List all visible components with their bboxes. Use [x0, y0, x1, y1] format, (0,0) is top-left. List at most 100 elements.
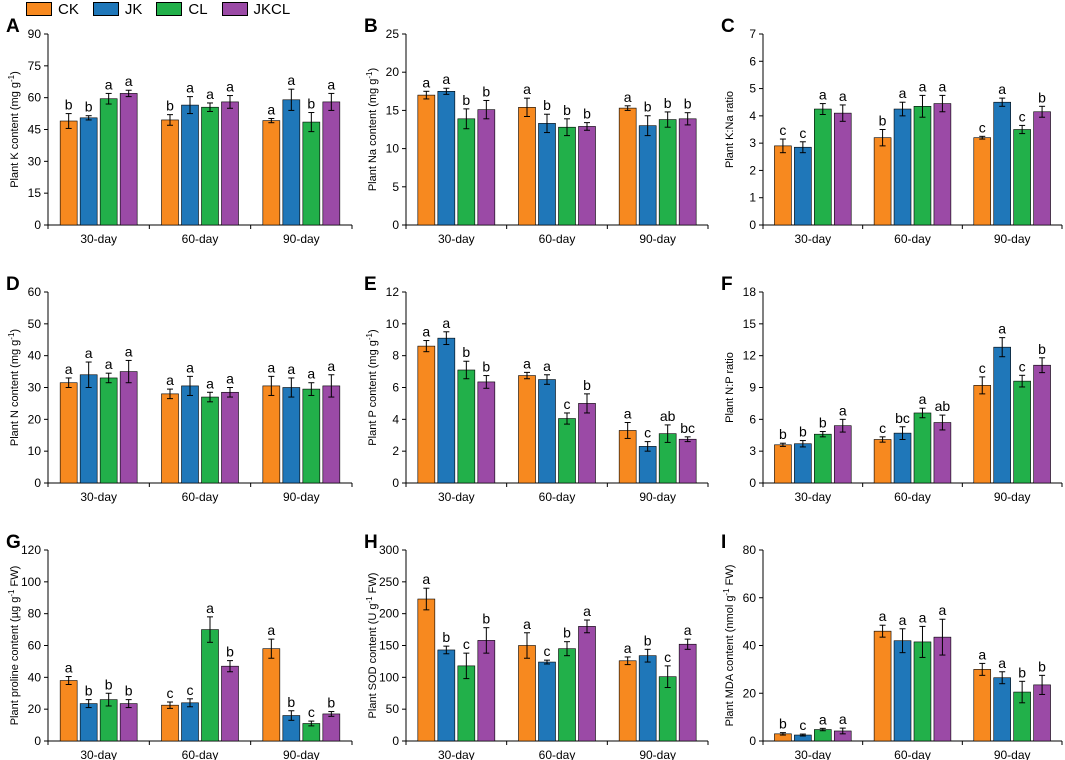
- sig-letter-i: a: [899, 612, 907, 628]
- x-tick-label-i: 30-day: [794, 748, 831, 760]
- bar-b-ck: [417, 94, 436, 226]
- sig-letter-b: a: [422, 74, 430, 90]
- sig-letter-e: a: [624, 406, 632, 422]
- y-tick-label-h: 200: [379, 607, 399, 621]
- y-tick-label-b: 25: [386, 27, 400, 41]
- sig-letter-f: c: [1019, 358, 1026, 374]
- bar-f-jkcl: [833, 425, 852, 484]
- sig-letter-a: a: [327, 76, 335, 92]
- y-tick-label-d: 40: [28, 349, 42, 363]
- y-tick-label-g: 100: [21, 575, 41, 589]
- y-tick-label-e: 4: [392, 412, 399, 426]
- y-tick-label-h: 300: [379, 543, 399, 557]
- sig-letter-b: a: [442, 71, 450, 87]
- sig-letter-g: a: [206, 600, 214, 616]
- bar-b-jk: [538, 123, 556, 226]
- bar-c-jkcl: [1033, 111, 1051, 226]
- sig-letter-c: c: [1019, 108, 1026, 124]
- sig-letter-f: a: [998, 321, 1006, 337]
- bar-i-cl: [814, 729, 832, 742]
- sig-letter-a: a: [206, 86, 214, 102]
- sig-letter-e: a: [523, 355, 531, 371]
- y-tick-label-d: 0: [34, 476, 41, 490]
- bar-b-jkcl: [578, 126, 596, 226]
- bar-g-ck: [161, 704, 179, 742]
- bar-g-jk: [181, 702, 199, 742]
- sig-letter-c: a: [899, 85, 907, 101]
- legend-label-ck: CK: [58, 0, 79, 18]
- bar-h-ck: [518, 645, 536, 742]
- bar-h-cl: [558, 648, 576, 742]
- sig-letter-i: a: [939, 602, 947, 618]
- y-tick-label-a: 75: [28, 59, 42, 73]
- sig-letter-i: a: [819, 711, 827, 727]
- sig-letter-g: a: [267, 622, 275, 638]
- sig-letter-f: b: [819, 415, 827, 431]
- bar-i-jk: [993, 677, 1011, 742]
- bar-e-jkcl: [678, 438, 697, 484]
- sig-letter-a: b: [85, 99, 93, 115]
- sig-letter-e: a: [422, 324, 430, 340]
- sig-letter-i: b: [779, 716, 787, 732]
- sig-letter-a: b: [166, 98, 174, 114]
- sig-letter-d: a: [186, 359, 194, 375]
- sig-letter-f: a: [839, 402, 847, 418]
- legend-swatch-jk: [92, 2, 119, 16]
- y-tick-label-a: 60: [28, 91, 42, 105]
- bar-a-cl: [99, 98, 118, 226]
- bar-e-jkcl: [477, 381, 496, 484]
- sig-letter-d: a: [267, 359, 275, 375]
- panel-label-c: C: [721, 16, 735, 37]
- sig-letter-f: ab: [935, 398, 951, 414]
- panel-label-e: E: [364, 274, 377, 295]
- sig-letter-h: b: [482, 611, 490, 627]
- y-tick-label-g: 20: [28, 702, 42, 716]
- y-axis-label-c: Plant K:Na ratio: [724, 91, 736, 168]
- x-tick-label-g: 60-day: [182, 748, 219, 760]
- bar-f-jk: [993, 346, 1011, 484]
- sig-letter-h: a: [684, 622, 692, 638]
- bar-g-ck: [262, 648, 281, 742]
- bar-c-jk: [794, 146, 812, 226]
- bar-a-jk: [282, 99, 301, 226]
- bar-c-ck: [973, 137, 992, 226]
- y-tick-label-d: 20: [28, 412, 42, 426]
- bar-g-jk: [79, 703, 98, 742]
- sig-letter-a: a: [267, 101, 275, 117]
- bar-b-ck: [518, 107, 536, 226]
- x-tick-label-g: 30-day: [80, 748, 117, 760]
- sig-letter-e: b: [482, 359, 490, 375]
- y-tick-label-f: 18: [743, 285, 757, 299]
- sig-letter-d: a: [226, 371, 234, 387]
- bar-a-cl: [201, 106, 219, 226]
- bar-g-cl: [201, 629, 219, 742]
- y-tick-label-h: 100: [379, 670, 399, 684]
- x-tick-label-b: 90-day: [639, 232, 676, 246]
- y-axis-label-d: Plant N content (mg g-1): [7, 329, 21, 446]
- sig-letter-a: a: [287, 72, 295, 88]
- bar-d-jk: [181, 385, 199, 484]
- sig-letter-i: a: [879, 608, 887, 624]
- y-tick-label-e: 2: [392, 444, 399, 458]
- bar-f-cl: [1013, 380, 1031, 484]
- sig-letter-c: c: [799, 125, 806, 141]
- sig-letter-e: b: [462, 344, 470, 360]
- legend-item-jkcl: JKCL: [221, 1, 290, 18]
- y-tick-label-a: 45: [28, 123, 42, 137]
- bar-e-cl: [457, 369, 476, 484]
- sig-letter-a: a: [105, 76, 113, 92]
- bar-b-cl: [457, 118, 476, 226]
- bar-a-ck: [262, 120, 281, 226]
- bar-i-jk: [893, 640, 912, 742]
- y-tick-label-g: 0: [34, 734, 41, 748]
- sig-letter-g: b: [105, 676, 113, 692]
- sig-letter-i: b: [1018, 664, 1026, 680]
- sig-letter-b: b: [583, 106, 591, 122]
- y-axis-label-a: Plant K content (mg g-1): [7, 71, 21, 188]
- x-tick-label-c: 90-day: [994, 232, 1031, 246]
- bar-f-ck: [774, 444, 792, 484]
- sig-letter-b: b: [563, 102, 571, 118]
- bar-i-ck: [973, 669, 992, 742]
- x-tick-label-d: 90-day: [283, 490, 320, 504]
